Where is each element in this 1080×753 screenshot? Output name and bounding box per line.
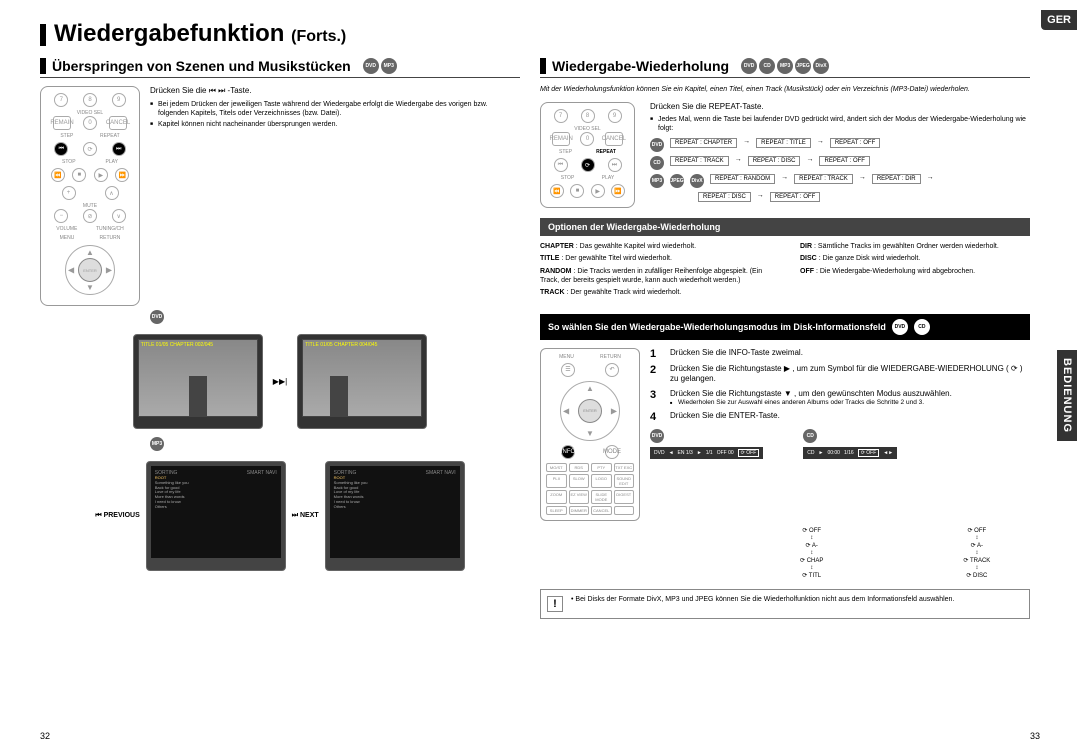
section-skip-heading: Überspringen von Szenen und Musikstücken… xyxy=(40,58,520,78)
options-header: Optionen der Wiedergabe-Wiederholung xyxy=(540,218,1030,236)
format-icon: DVD xyxy=(363,58,379,74)
page-number-right: 33 xyxy=(1030,731,1040,741)
info-display-dvd: DVD◄EN 1/3►1/1OFF 00⟳ OFF xyxy=(650,447,763,459)
section-info-heading: So wählen Sie den Wiedergabe-Wiederholun… xyxy=(540,314,1030,340)
remote-illustration-large: MENURETURN ☰↶ ▲▼◀▶ENTER INFOMODE MO/STRD… xyxy=(540,348,640,521)
left-column: Überspringen von Szenen und Musikstücken… xyxy=(40,58,520,619)
tv-preview-list: SORTINGSMART NAVI ROOT Something like yo… xyxy=(146,461,286,571)
format-icon: DVD xyxy=(650,429,664,443)
remote-illustration: 789 VIDEO SEL REMAIN0CANCEL STEPREPEAT ⏮… xyxy=(540,102,635,208)
section-skip-body: Drücken Sie die ⏮ ⏭ -Taste. Bei jedem Dr… xyxy=(150,86,520,129)
tv-preview: TITLE 01/05 CHAPTER 002/045 xyxy=(133,334,263,429)
options-grid: CHAPTER : Das gewählte Kapitel wird wied… xyxy=(540,242,1030,299)
page-title: Wiedergabefunktion (Forts.) xyxy=(0,0,1080,58)
format-icon: CD xyxy=(803,429,817,443)
mp3-example-row: MP3 ⏮ PREVIOUS SORTINGSMART NAVI ROOT So… xyxy=(40,437,520,571)
info-display-cd: CD►00:001/16⟳ OFF◄► xyxy=(803,447,897,459)
warning-icon: ! xyxy=(547,596,563,612)
section-repeat-heading: Wiedergabe-Wiederholung DVD CD MP3 JPEG … xyxy=(540,58,1030,78)
warning-note: ! • Bei Disks der Formate DivX, MP3 und … xyxy=(540,589,1030,619)
language-badge: GER xyxy=(1041,10,1077,30)
right-column: Wiedergabe-Wiederholung DVD CD MP3 JPEG … xyxy=(540,58,1030,619)
remote-illustration: 789 VIDEO SEL REMAIN0CANCEL STEPREPEAT ⏮… xyxy=(40,86,140,306)
page-number-left: 32 xyxy=(40,731,50,741)
steps-list: 1Drücken Sie die INFO-Taste zweimal. 2Dr… xyxy=(650,348,1030,464)
tv-preview-list: SORTINGSMART NAVI ROOT Something like yo… xyxy=(325,461,465,571)
dvd-example-row: DVD TITLE 01/05 CHAPTER 002/045 ▶▶| TITL… xyxy=(40,310,520,429)
mode-flow-diagram: ⟳ OFF↕ ⟳ A-↕ ⟳ CHAP↕ ⟳ TITL ⟳ OFF↕ ⟳ A-↕… xyxy=(800,527,1030,579)
section-repeat-body: Drücken Sie die REPEAT-Taste. Jedes Mal,… xyxy=(650,102,1030,201)
next-arrow-icon: ▶▶| xyxy=(273,377,287,386)
section-tab: BEDIENUNG xyxy=(1057,350,1077,441)
repeat-intro-note: Mit der Wiederholungsfunktion können Sie… xyxy=(540,86,1030,94)
tv-preview: TITLE 01/05 CHAPTER 004/045 xyxy=(297,334,427,429)
format-icon: MP3 xyxy=(381,58,397,74)
